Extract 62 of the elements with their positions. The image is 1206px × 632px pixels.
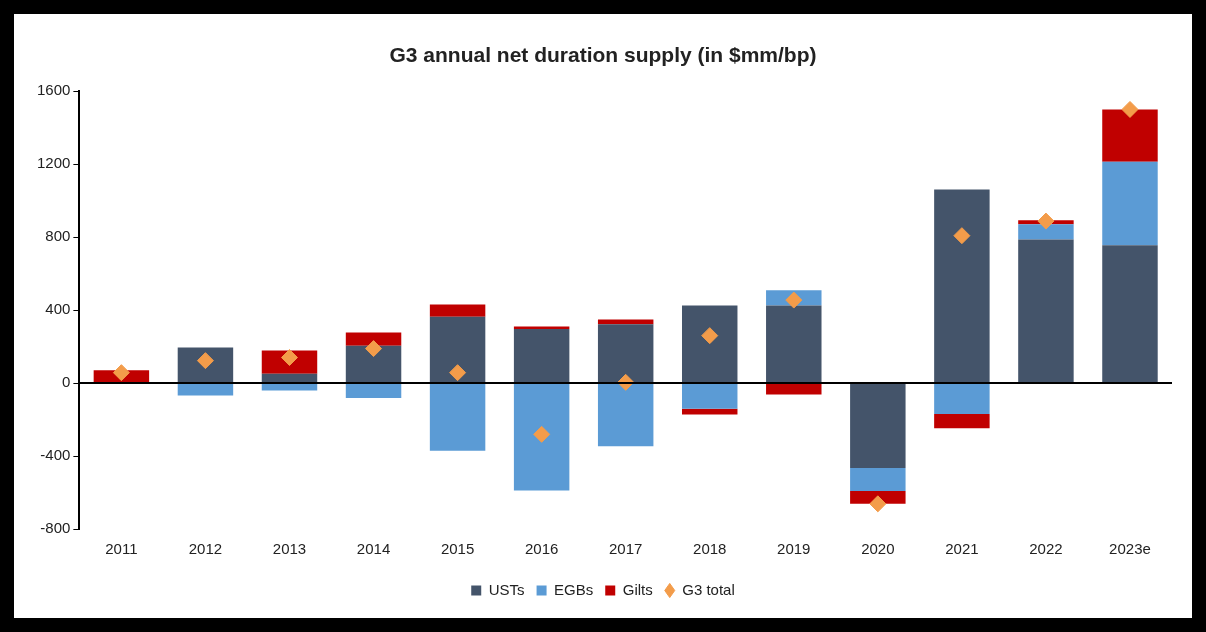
point: [533, 425, 551, 443]
bar: [345, 383, 402, 399]
bar: [1018, 224, 1074, 240]
x-tick-label: 2022: [1029, 540, 1063, 558]
bar: [261, 383, 318, 391]
bar: [429, 304, 486, 317]
bar: [345, 345, 402, 383]
bar: [934, 383, 990, 415]
y-tick-label: 0: [62, 373, 71, 391]
chart-title: G3 annual net duration supply (in $mm/bp): [389, 43, 817, 67]
point: [365, 340, 383, 358]
point: [869, 495, 887, 513]
point: [449, 364, 467, 382]
point: [701, 327, 719, 345]
y-tick-label: 1600: [36, 81, 71, 99]
bar: [766, 305, 822, 383]
x-tick-label: 2016: [524, 540, 559, 558]
x-tick-label: 2020: [861, 540, 895, 558]
bar: [682, 305, 738, 383]
y-tick-label: 800: [45, 227, 71, 245]
x-tick-label: 2015: [440, 540, 475, 558]
bar: [1018, 239, 1074, 383]
bar: [682, 383, 738, 409]
x-tick-label: 2017: [609, 540, 643, 558]
bar: [597, 324, 654, 383]
bar: [429, 316, 486, 383]
x-tick-label: 2012: [188, 540, 223, 558]
x-tick-label: 2019: [777, 540, 811, 558]
point: [953, 227, 971, 245]
y-tick-label: -400: [40, 446, 71, 464]
bar: [1102, 109, 1158, 162]
x-tick-label: 2023e: [1109, 540, 1151, 558]
bar: [177, 383, 234, 396]
bar: [429, 383, 486, 451]
point: [1121, 100, 1139, 118]
legend-label: Gilts: [622, 580, 653, 598]
y-tick-label: 1200: [36, 154, 71, 172]
x-tick-label: 2013: [272, 540, 307, 558]
point: [785, 291, 803, 309]
bar: [934, 189, 990, 383]
y-tick-label: -800: [40, 519, 71, 537]
bar: [597, 319, 654, 325]
legend-label: USTs: [488, 580, 525, 598]
bar: [597, 383, 654, 447]
bar: [345, 332, 402, 346]
legend-label: G3 total: [682, 580, 735, 598]
x-tick-label: 2014: [356, 540, 391, 558]
bar: [1102, 245, 1158, 383]
legend-label: EGBs: [554, 580, 594, 598]
bar: [850, 383, 906, 469]
point: [1037, 212, 1055, 230]
x-tick-label: 2021: [945, 540, 979, 558]
x-tick-label: 2018: [693, 540, 727, 558]
bar: [513, 383, 570, 491]
bar: [850, 468, 906, 492]
bar: [766, 383, 822, 395]
point: [112, 364, 130, 382]
bar: [1102, 161, 1158, 246]
bar: [513, 328, 570, 383]
x-tick-label: 2011: [105, 540, 138, 558]
bar: [934, 414, 990, 429]
y-tick-label: 400: [45, 300, 71, 318]
